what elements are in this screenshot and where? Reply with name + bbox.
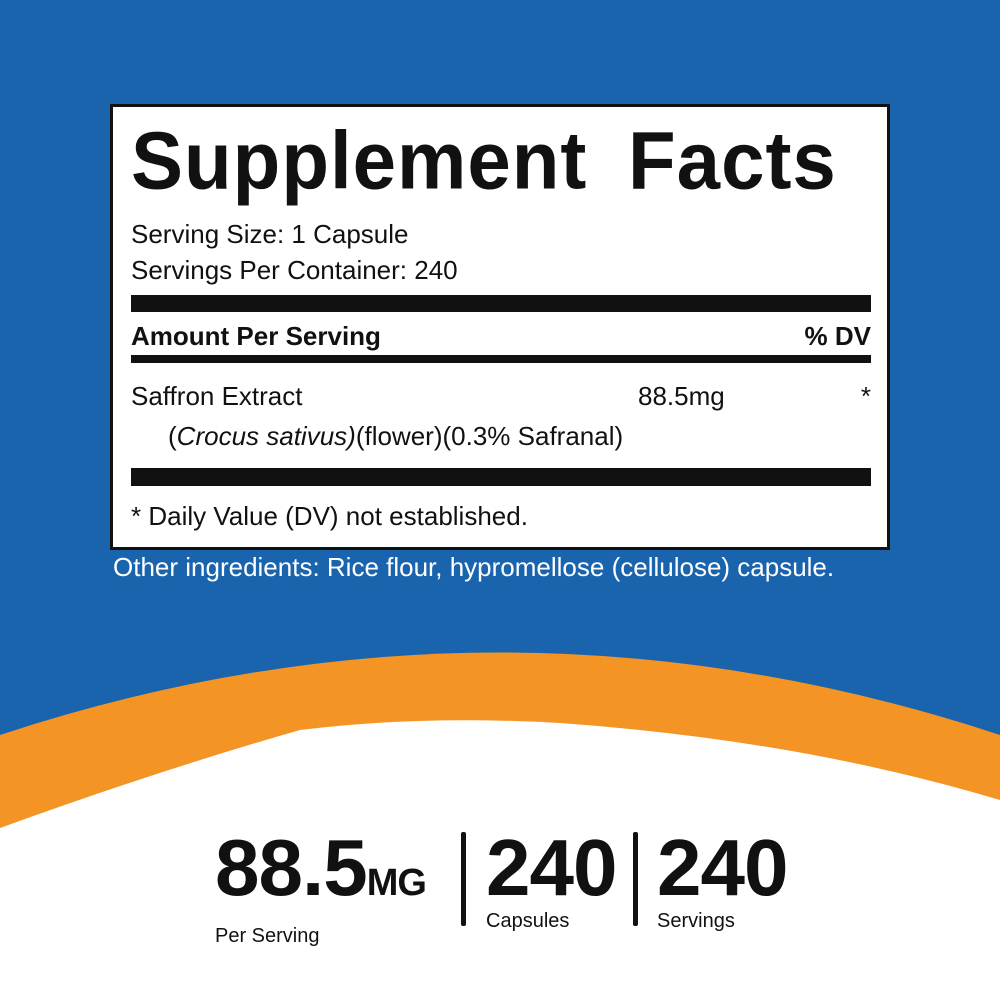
amount-per-serving-header: Amount Per Serving	[131, 321, 381, 351]
stat-servings: 240 Servings	[657, 823, 788, 933]
stat-label: Servings	[657, 910, 735, 932]
stat-label: Per Serving	[215, 925, 320, 947]
serving-size: Serving Size: 1 Capsule	[131, 219, 409, 249]
ingredient-name: Saffron Extract	[131, 381, 303, 411]
stat-value: 88.5	[215, 823, 368, 912]
stat-label: Capsules	[486, 910, 570, 932]
stat-per-serving: 88.5MG Per Serving	[215, 828, 427, 948]
supplement-facts-panel: Supplement Facts Serving Size: 1 Capsule…	[110, 104, 890, 550]
other-ingredients: Other ingredients: Rice flour, hypromell…	[113, 552, 835, 582]
stat-value: 240	[486, 823, 617, 912]
ingredient-amount: 88.5mg	[638, 381, 725, 411]
footnote: * Daily Value (DV) not established.	[131, 501, 528, 531]
stat-divider	[633, 832, 638, 926]
divider-medium	[131, 355, 871, 363]
ingredient-dv: *	[860, 381, 871, 411]
detail-paren: (	[168, 421, 177, 451]
divider-thick	[131, 295, 871, 312]
dv-header: % DV	[804, 321, 871, 351]
detail-rest: (flower)(0.3% Safranal)	[355, 421, 624, 451]
stat-value: 240	[657, 823, 788, 912]
stat-unit: MG	[366, 862, 427, 904]
ingredient-detail: (Crocus sativus)(flower)(0.3% Safranal)	[168, 421, 623, 452]
divider-thick-bottom	[131, 468, 871, 486]
facts-title: Supplement Facts	[131, 113, 837, 207]
stat-divider	[461, 832, 466, 926]
detail-latin-name: Crocus sativus)	[176, 421, 356, 451]
stat-capsules: 240 Capsules	[486, 823, 617, 933]
servings-per-container: Servings Per Container: 240	[131, 255, 458, 285]
